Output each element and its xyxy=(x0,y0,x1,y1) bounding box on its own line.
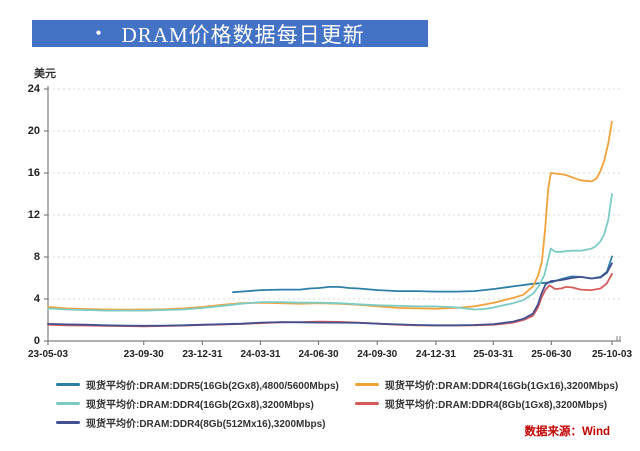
x-tick-label: 25-03-31 xyxy=(473,349,514,360)
legend-swatch xyxy=(354,383,379,386)
page-title: DRAM价格数据每日更新 xyxy=(121,22,365,47)
legend-item: 现货平均价:DRAM:DDR5(16Gb(2Gx8),4800/5600Mbps… xyxy=(56,377,339,392)
legend-swatch xyxy=(56,421,80,424)
legend-swatch xyxy=(56,402,80,405)
x-tick-label: 24-06-30 xyxy=(298,349,339,360)
legend-label: 现货平均价:DRAM:DDR4(16Gb(2Gx8),3200Mbps) xyxy=(86,400,314,411)
series-line-1 xyxy=(47,120,613,311)
series-line-3 xyxy=(47,272,613,328)
x-tick-label: 24-03-31 xyxy=(240,349,281,360)
y-tick-label: 16 xyxy=(27,167,40,179)
legend-label: 现货平均价:DRAM:DDR4(8Gb(1Gx8),3200Mbps) xyxy=(384,400,608,411)
legend-label: 现货平均价:DRAM:DDR4(16Gb(1Gx16),3200Mbps) xyxy=(384,381,619,392)
y-tick-label: 12 xyxy=(27,209,40,221)
series-line-4 xyxy=(47,262,613,327)
title-bar: • DRAM价格数据每日更新 xyxy=(32,20,428,47)
y-tick-label: 8 xyxy=(33,251,40,263)
x-tick-label: 24-12-31 xyxy=(415,349,456,360)
legend-label: 现货平均价:DRAM:DDR5(16Gb(2Gx8),4800/5600Mbps… xyxy=(86,381,339,392)
y-tick-label: 4 xyxy=(33,293,40,305)
x-tick-label: 23-05-03 xyxy=(27,349,69,360)
x-tick-label: 24-09-30 xyxy=(357,349,398,360)
legend-label: 现货平均价:DRAM:DDR4(8Gb(512Mx16),3200Mbps) xyxy=(86,419,326,430)
y-tick-label: 20 xyxy=(27,125,40,137)
y-tick-label: 24 xyxy=(27,83,40,95)
y-tick-label: 0 xyxy=(33,335,40,347)
series-line-2 xyxy=(47,193,613,312)
x-tick-label: 25-06-30 xyxy=(531,349,572,360)
data-source-label: 数据来源：Wind xyxy=(524,426,611,438)
series-line-0 xyxy=(232,255,613,294)
legend-item: 现货平均价:DRAM:DDR4(8Gb(1Gx8),3200Mbps) xyxy=(354,396,618,411)
x-tick-label: 23-12-31 xyxy=(182,349,223,360)
legend-item: 现货平均价:DRAM:DDR4(16Gb(1Gx16),3200Mbps) xyxy=(354,377,619,392)
legend-swatch xyxy=(354,402,379,405)
legend-swatch xyxy=(56,383,80,386)
legend-item: 现货平均价:DRAM:DDR4(16Gb(2Gx8),3200Mbps) xyxy=(56,396,339,411)
y-axis-title: 美元 xyxy=(34,68,56,80)
chart-legend: 现货平均价:DRAM:DDR5(16Gb(2Gx8),4800/5600Mbps… xyxy=(56,377,618,430)
title-bullet: • xyxy=(95,23,102,43)
x-tick-label: 25-10-03 xyxy=(591,349,633,360)
x-tick-label: 23-09-30 xyxy=(123,349,164,360)
legend-item: 现货平均价:DRAM:DDR4(8Gb(512Mx16),3200Mbps) xyxy=(56,415,339,430)
